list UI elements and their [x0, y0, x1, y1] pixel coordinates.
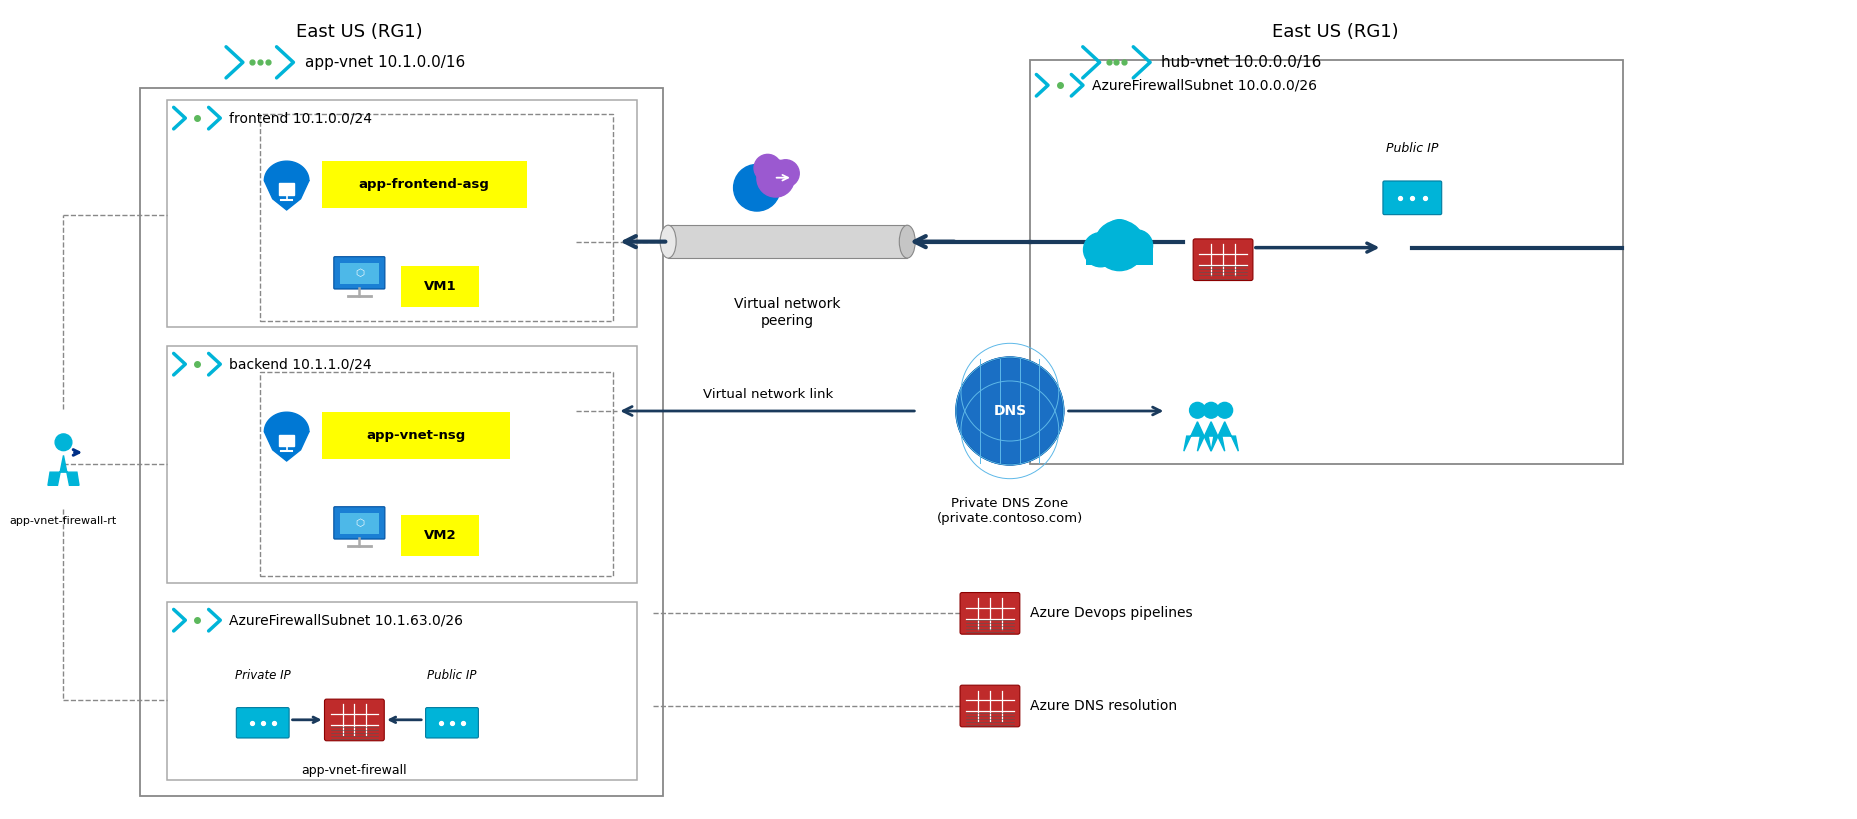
Circle shape — [1094, 220, 1144, 270]
Bar — [167, 602, 637, 780]
Text: hub-vnet 10.0.0.0/16: hub-vnet 10.0.0.0/16 — [1161, 55, 1320, 70]
Bar — [260, 372, 613, 577]
Text: app-vnet-firewall-rt: app-vnet-firewall-rt — [9, 516, 117, 526]
Bar — [1084, 244, 1153, 265]
FancyBboxPatch shape — [236, 708, 290, 738]
Polygon shape — [264, 412, 308, 461]
Circle shape — [956, 357, 1062, 465]
Circle shape — [756, 160, 793, 197]
Bar — [401, 514, 479, 556]
Bar — [139, 88, 663, 795]
Text: Virtual network link: Virtual network link — [702, 388, 832, 401]
Circle shape — [1105, 219, 1133, 249]
Polygon shape — [1196, 422, 1224, 451]
FancyBboxPatch shape — [325, 699, 384, 740]
Circle shape — [734, 165, 780, 211]
Polygon shape — [264, 161, 308, 210]
Circle shape — [1216, 402, 1231, 419]
Bar — [669, 225, 906, 258]
Text: Azure DNS resolution: Azure DNS resolution — [1029, 699, 1175, 713]
Text: East US (RG1): East US (RG1) — [1272, 24, 1398, 42]
FancyBboxPatch shape — [334, 256, 384, 289]
Text: ⬡: ⬡ — [355, 269, 364, 278]
Circle shape — [1188, 402, 1205, 419]
Bar — [260, 114, 613, 321]
Polygon shape — [1183, 422, 1211, 451]
Text: app-frontend-asg: app-frontend-asg — [358, 178, 488, 191]
Ellipse shape — [899, 225, 916, 258]
FancyBboxPatch shape — [334, 507, 384, 539]
Bar — [401, 265, 479, 307]
Bar — [340, 513, 379, 534]
Circle shape — [1083, 233, 1118, 267]
Text: Public IP: Public IP — [1385, 142, 1437, 155]
Text: backend 10.1.1.0/24: backend 10.1.1.0/24 — [228, 357, 371, 371]
Circle shape — [754, 154, 782, 182]
FancyBboxPatch shape — [425, 708, 477, 738]
Text: ⬡: ⬡ — [355, 518, 364, 528]
Bar — [1029, 61, 1621, 464]
Polygon shape — [48, 455, 80, 486]
Bar — [167, 100, 637, 328]
Text: frontend 10.1.0.0/24: frontend 10.1.0.0/24 — [228, 111, 371, 125]
FancyBboxPatch shape — [960, 592, 1019, 634]
Circle shape — [771, 160, 799, 187]
Bar — [279, 435, 293, 446]
FancyBboxPatch shape — [1192, 239, 1252, 281]
Text: Private DNS Zone
(private.contoso.com): Private DNS Zone (private.contoso.com) — [936, 496, 1083, 525]
Bar — [765, 171, 789, 186]
Ellipse shape — [659, 225, 676, 258]
Text: Virtual network
peering: Virtual network peering — [734, 297, 841, 328]
Text: AzureFirewallSubnet 10.0.0.0/26: AzureFirewallSubnet 10.0.0.0/26 — [1090, 79, 1317, 93]
Circle shape — [1122, 230, 1151, 261]
Text: app-vnet 10.1.0.0/16: app-vnet 10.1.0.0/16 — [305, 55, 464, 70]
Bar — [340, 263, 379, 283]
Text: Public IP: Public IP — [427, 669, 477, 682]
Text: East US (RG1): East US (RG1) — [295, 24, 422, 42]
Text: app-vnet-nsg: app-vnet-nsg — [366, 429, 466, 442]
Text: VM1: VM1 — [423, 280, 457, 293]
Text: VM2: VM2 — [423, 529, 457, 542]
Bar — [167, 346, 637, 583]
Text: app-vnet-firewall: app-vnet-firewall — [301, 764, 407, 777]
Bar — [279, 183, 293, 195]
Text: Azure Devops pipelines: Azure Devops pipelines — [1029, 606, 1192, 620]
FancyBboxPatch shape — [1382, 181, 1441, 215]
Polygon shape — [1211, 422, 1237, 451]
Circle shape — [1203, 402, 1218, 419]
Text: Private IP: Private IP — [234, 669, 290, 682]
Bar — [323, 161, 526, 208]
Circle shape — [56, 434, 72, 450]
Bar — [323, 412, 509, 459]
FancyBboxPatch shape — [960, 686, 1019, 726]
Text: DNS: DNS — [993, 404, 1025, 418]
Text: AzureFirewallSubnet 10.1.63.0/26: AzureFirewallSubnet 10.1.63.0/26 — [228, 613, 462, 627]
